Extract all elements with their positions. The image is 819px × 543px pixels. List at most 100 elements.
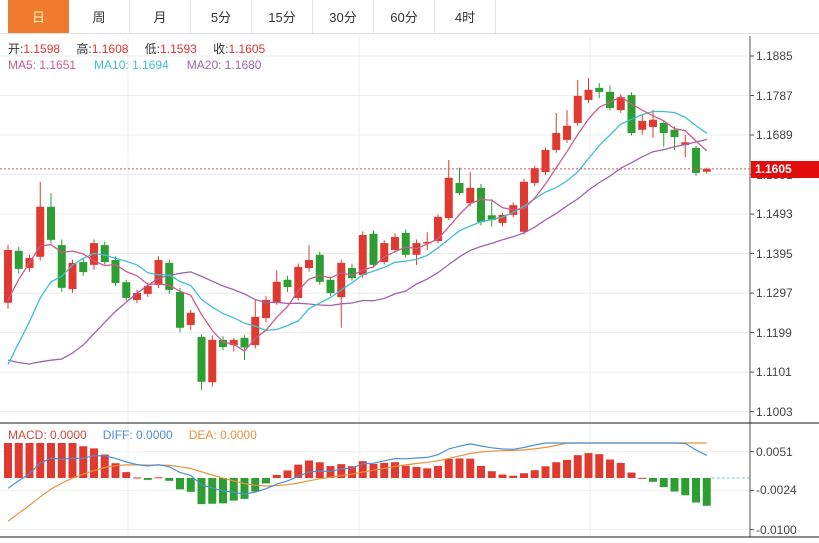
macd-hist-bar xyxy=(444,458,453,478)
candle-body xyxy=(595,87,604,92)
tab-timeframe-7[interactable]: 4时 xyxy=(435,0,496,33)
candle-body xyxy=(122,282,131,298)
tab-timeframe-6[interactable]: 60分 xyxy=(374,0,435,33)
candle-body xyxy=(294,266,303,298)
candle-body xyxy=(358,235,367,275)
low-value: 1.1593 xyxy=(160,42,197,56)
macd-hist-bar xyxy=(305,460,313,478)
macd-axis-label: -0.0024 xyxy=(756,483,797,498)
macd-hist-bar xyxy=(434,465,442,478)
candle-body xyxy=(606,91,614,109)
price-axis-label: 1.1885 xyxy=(756,49,793,63)
candle-body xyxy=(616,97,625,111)
candle-body xyxy=(348,268,356,279)
price-axis-label: 1.1395 xyxy=(756,246,793,261)
tab-timeframe-0[interactable]: 日 xyxy=(8,0,69,33)
macd-hist-bar xyxy=(369,463,378,478)
macd-readout-item-2: DEA: 0.0000 xyxy=(188,428,257,442)
macd-hist-bar xyxy=(57,443,66,478)
candle-body xyxy=(262,299,270,319)
macd-hist-bar xyxy=(165,478,174,481)
candle-body xyxy=(401,233,410,255)
macd-hist-bar xyxy=(229,478,238,501)
ma20-line xyxy=(7,138,707,365)
candle-body xyxy=(133,293,141,300)
macd-hist-bar xyxy=(520,473,528,478)
macd-hist-bar xyxy=(47,443,55,478)
macd-hist-bar xyxy=(702,478,711,506)
candle-body xyxy=(154,260,163,286)
macd-hist-bar xyxy=(240,478,249,499)
candle-body xyxy=(337,262,346,298)
macd-hist-bar xyxy=(122,472,131,478)
candle-body xyxy=(219,339,227,348)
macd-hist-bar xyxy=(638,477,647,479)
macd-hist-bar xyxy=(79,446,88,478)
candle-body xyxy=(47,206,55,240)
close-value: 1.1605 xyxy=(228,42,266,56)
candle-body xyxy=(444,177,453,219)
tab-timeframe-2[interactable]: 月 xyxy=(130,0,191,33)
macd-hist-bar xyxy=(584,453,593,478)
macd-axis-label: -0.0100 xyxy=(756,522,797,537)
candle-body xyxy=(272,281,281,302)
candle-body xyxy=(530,168,539,184)
macd-hist-bar xyxy=(68,443,77,478)
candle-body xyxy=(68,262,77,290)
candle-body xyxy=(681,142,690,146)
high-label: 高: xyxy=(76,42,92,56)
open-value: 1.1598 xyxy=(23,42,61,56)
candle-body xyxy=(563,125,571,140)
macd-hist-bar xyxy=(100,454,109,478)
macd-hist-bar xyxy=(380,462,389,478)
macd-hist-bar xyxy=(176,478,184,490)
macd-hist-bar xyxy=(36,443,45,478)
tab-timeframe-3[interactable]: 5分 xyxy=(191,0,252,33)
macd-hist-bar xyxy=(627,472,636,478)
tab-timeframe-5[interactable]: 30分 xyxy=(313,0,374,33)
macd-hist-bar xyxy=(90,448,98,478)
macd-hist-bar xyxy=(197,478,206,505)
price-axis-label: 1.1003 xyxy=(756,404,793,419)
candle-body xyxy=(659,122,668,134)
candle-body xyxy=(380,243,389,263)
macd-readout-item-1: DIFF: 0.0000 xyxy=(102,428,173,442)
close-label: 收: xyxy=(213,42,229,56)
tab-timeframe-4[interactable]: 15分 xyxy=(252,0,313,33)
macd-hist-bar xyxy=(315,462,324,478)
candle-body xyxy=(4,249,12,303)
macd-hist-bar xyxy=(154,477,163,479)
diff-line xyxy=(7,442,708,495)
candle-body xyxy=(111,260,120,284)
macd-hist-bar xyxy=(186,478,195,492)
macd-hist-bar xyxy=(283,470,292,478)
candle-body xyxy=(305,260,313,269)
candle-body xyxy=(391,237,399,250)
candle-body xyxy=(251,316,260,346)
macd-hist-bar xyxy=(530,470,539,478)
price-axis-label: 1.1101 xyxy=(756,365,792,380)
candle-body xyxy=(369,233,378,265)
candle-body xyxy=(670,129,679,138)
macd-hist-bar xyxy=(541,466,550,478)
candle-body xyxy=(14,250,23,269)
candle-body xyxy=(552,133,561,150)
macd-hist-bar xyxy=(14,443,23,478)
candle-body xyxy=(283,279,292,288)
candle-body xyxy=(79,262,88,273)
macd-hist-bar xyxy=(681,478,690,496)
candle-body xyxy=(702,168,711,172)
candle-body xyxy=(434,216,442,242)
ma-readout-item-1: MA10: 1.1694 xyxy=(94,58,169,72)
macd-hist-bar xyxy=(262,478,270,484)
candle-body xyxy=(165,262,174,290)
macd-hist-bar xyxy=(25,443,34,478)
macd-hist-bar xyxy=(326,466,335,478)
ma-readout-item-0: MA5: 1.1651 xyxy=(8,58,77,72)
macd-hist-bar xyxy=(466,458,475,478)
tab-timeframe-1[interactable]: 周 xyxy=(69,0,130,33)
price-axis-label: 1.1493 xyxy=(756,207,793,222)
candle-body xyxy=(649,119,657,127)
